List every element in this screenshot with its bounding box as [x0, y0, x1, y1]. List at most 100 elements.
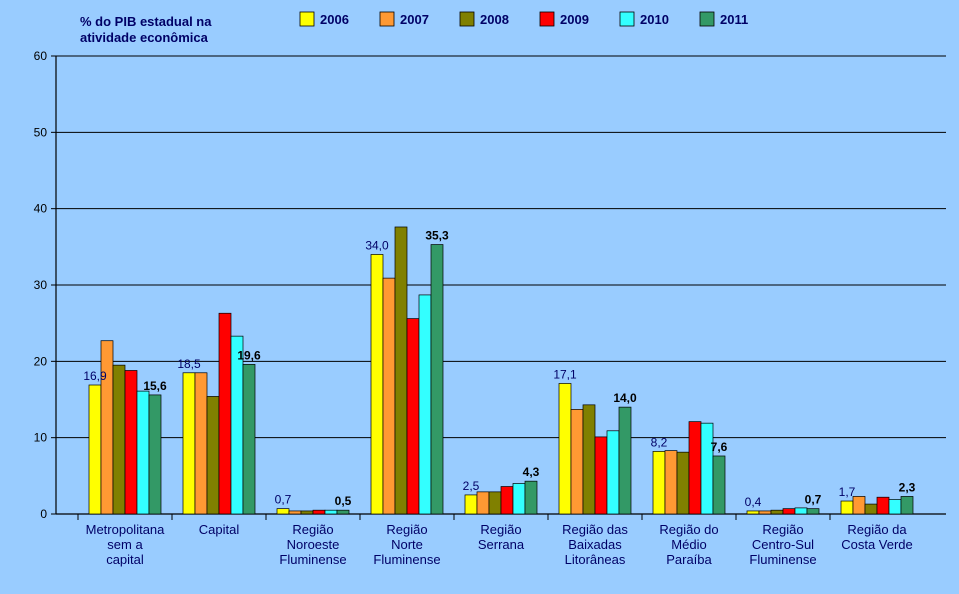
bar [747, 511, 759, 514]
category-label: Região [762, 522, 803, 537]
data-label-last: 4,3 [523, 465, 540, 479]
bar [653, 451, 665, 514]
bar [195, 373, 207, 514]
bar [665, 451, 677, 514]
y-tick-label: 10 [34, 431, 48, 445]
legend-label: 2008 [480, 12, 509, 27]
bar [571, 409, 583, 514]
bar [383, 278, 395, 514]
y-tick-label: 40 [34, 202, 48, 216]
category-label: Fluminense [749, 552, 816, 567]
bar [183, 373, 195, 514]
y-tick-label: 20 [34, 354, 48, 368]
bar [677, 452, 689, 514]
category-label: Centro-Sul [752, 537, 814, 552]
y-tick-label: 30 [34, 278, 48, 292]
data-label-last: 0,7 [805, 493, 822, 507]
data-label-last: 14,0 [613, 391, 637, 405]
data-label-first: 18,5 [177, 357, 201, 371]
y-tick-label: 50 [34, 125, 48, 139]
bar [489, 492, 501, 514]
legend-swatch [380, 12, 394, 26]
bar [595, 437, 607, 514]
data-label-last: 19,6 [237, 348, 261, 362]
bar [301, 511, 313, 514]
bar [207, 396, 219, 514]
bar [407, 319, 419, 514]
legend-swatch [460, 12, 474, 26]
bar [713, 456, 725, 514]
category-label: Fluminense [279, 552, 346, 567]
bar [807, 509, 819, 514]
legend-swatch [540, 12, 554, 26]
bar [701, 423, 713, 514]
bar [419, 295, 431, 514]
bar [607, 431, 619, 514]
category-label: Região das [562, 522, 628, 537]
category-label: Região [292, 522, 333, 537]
data-label-last: 15,6 [143, 379, 167, 393]
bar [337, 510, 349, 514]
pib-regioes-chart: 0102030405060% do PIB estadual naativida… [0, 0, 959, 594]
bar [841, 501, 853, 514]
bar [325, 510, 337, 514]
category-label: Região [386, 522, 427, 537]
bar [513, 483, 525, 514]
legend-label: 2009 [560, 12, 589, 27]
category-label: Região [480, 522, 521, 537]
bar [313, 510, 325, 514]
bar [477, 492, 489, 514]
bar [689, 422, 701, 514]
chart-svg: 0102030405060% do PIB estadual naativida… [0, 0, 959, 594]
bar [431, 245, 443, 514]
bar [125, 370, 137, 514]
bar [525, 481, 537, 514]
data-label-first: 1,7 [839, 485, 856, 499]
category-label: Região da [847, 522, 907, 537]
data-label-last: 35,3 [425, 229, 449, 243]
category-label: Médio [671, 537, 706, 552]
bar [289, 511, 301, 514]
category-label: Baixadas [568, 537, 622, 552]
y-tick-label: 0 [40, 507, 47, 521]
data-label-first: 8,2 [651, 435, 668, 449]
bar [219, 313, 231, 514]
bar [559, 383, 571, 514]
category-label: Litorâneas [565, 552, 626, 567]
category-label: Noroeste [287, 537, 340, 552]
data-label-first: 34,0 [365, 238, 389, 252]
bar [783, 509, 795, 514]
category-label: Serrana [478, 537, 525, 552]
bar [619, 407, 631, 514]
legend-label: 2007 [400, 12, 429, 27]
legend-label: 2011 [720, 12, 748, 27]
category-label: Norte [391, 537, 423, 552]
bar [243, 364, 255, 514]
bar [901, 496, 913, 514]
legend-swatch [300, 12, 314, 26]
y-tick-label: 60 [34, 49, 48, 63]
category-label: Capital [199, 522, 240, 537]
bar [231, 336, 243, 514]
data-label-last: 0,5 [335, 494, 352, 508]
category-label: sem a [107, 537, 143, 552]
bar [853, 496, 865, 514]
legend-label: 2010 [640, 12, 669, 27]
bar [771, 510, 783, 514]
category-label: Paraíba [666, 552, 712, 567]
legend-label: 2006 [320, 12, 349, 27]
bar [149, 395, 161, 514]
data-label-first: 2,5 [463, 479, 480, 493]
bar [371, 254, 383, 514]
category-label: Fluminense [373, 552, 440, 567]
data-label-first: 0,7 [275, 493, 292, 507]
bar [89, 385, 101, 514]
bar [501, 487, 513, 514]
bar [137, 391, 149, 514]
data-label-last: 2,3 [899, 480, 916, 494]
bar [877, 497, 889, 514]
bar [865, 504, 877, 514]
bar [395, 227, 407, 514]
bar [795, 508, 807, 514]
legend-swatch [700, 12, 714, 26]
